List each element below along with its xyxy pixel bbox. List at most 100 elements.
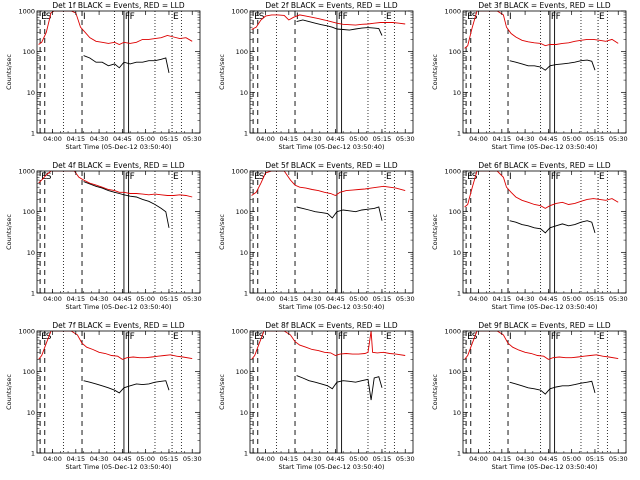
- detector-panel: Det 4f BLACK = Events, RED = LLD E S I F F E 1 1…: [0, 160, 213, 320]
- y-tick-label: 1: [31, 130, 35, 138]
- x-tick-label: 04:30: [90, 135, 109, 143]
- y-axis-label: Counts/sec: [218, 374, 226, 410]
- event-marker-label: I: [296, 12, 299, 22]
- x-tick-label: 05:30: [609, 295, 628, 303]
- detector-panel: Det 6f BLACK = Events, RED = LLD E S I F F E 1 1…: [426, 160, 639, 320]
- detector-panel: Det 2f BLACK = Events, RED = LLD E S I F F E 1 1…: [213, 0, 426, 160]
- x-tick-label: 04:30: [516, 295, 535, 303]
- event-marker-label: F: [130, 12, 135, 22]
- lld-series-line: [251, 14, 406, 30]
- event-marker-label: F: [125, 332, 130, 342]
- lld-series-line: [251, 171, 406, 197]
- event-marker-label: F: [343, 332, 348, 342]
- y-tick-label: 10: [453, 409, 461, 417]
- lld-series-line: [464, 331, 619, 360]
- chart-title: Det 4f BLACK = Events, RED = LLD: [52, 161, 185, 170]
- event-marker-label: E: [599, 332, 605, 342]
- event-marker-label: F: [125, 172, 130, 182]
- x-tick-label: 05:30: [396, 135, 415, 143]
- y-tick-label: 100: [23, 48, 35, 56]
- event-marker-label: I: [83, 12, 86, 22]
- y-tick-label: 10: [240, 249, 248, 257]
- y-tick-label: 100: [449, 208, 461, 216]
- x-tick-label: 05:15: [160, 295, 179, 303]
- event-marker-label: E: [173, 12, 179, 22]
- x-tick-label: 04:00: [43, 295, 62, 303]
- x-tick-label: 05:15: [373, 295, 392, 303]
- detector-panel: Det 9f BLACK = Events, RED = LLD E S I F F E 1 1…: [426, 320, 639, 480]
- events-series-line: [83, 181, 170, 228]
- x-tick-label: 05:15: [586, 455, 605, 463]
- chart-title: Det 2f BLACK = Events, RED = LLD: [265, 1, 398, 10]
- x-tick-label: 04:15: [492, 135, 511, 143]
- plot-frame: [249, 330, 414, 454]
- y-tick-label: 1000: [18, 8, 35, 16]
- x-tick-label: 04:30: [303, 295, 322, 303]
- event-marker-label: E: [173, 172, 179, 182]
- events-series-line: [296, 19, 383, 36]
- y-tick-label: 100: [449, 368, 461, 376]
- x-tick-label: 05:00: [562, 135, 581, 143]
- x-tick-label: 04:45: [113, 135, 132, 143]
- event-marker-label: E: [254, 332, 260, 342]
- event-marker-label: F: [125, 12, 130, 22]
- chart-title: Det 5f BLACK = Events, RED = LLD: [265, 161, 398, 170]
- chart-title: Det 7f BLACK = Events, RED = LLD: [52, 321, 185, 330]
- x-axis-label: Start Time (05-Dec-12 03:50:40): [278, 143, 384, 151]
- x-tick-label: 04:30: [303, 455, 322, 463]
- x-tick-label: 04:15: [492, 455, 511, 463]
- detector-panel: Det 5f BLACK = Events, RED = LLD E S I F F E 1 1…: [213, 160, 426, 320]
- event-marker-label: F: [343, 172, 348, 182]
- y-axis-label: Counts/sec: [5, 214, 13, 250]
- plot-frame: [462, 170, 627, 294]
- event-marker-label: I: [509, 12, 512, 22]
- x-tick-label: 05:30: [396, 295, 415, 303]
- y-tick-label: 1: [244, 290, 248, 298]
- x-tick-label: 05:30: [396, 455, 415, 463]
- chart-title: Det 1f BLACK = Events, RED = LLD: [52, 1, 185, 10]
- event-marker-label: S: [46, 12, 52, 22]
- detector-panel: Det 8f BLACK = Events, RED = LLD E S I F F E 1 1…: [213, 320, 426, 480]
- y-axis-label: Counts/sec: [431, 374, 439, 410]
- event-marker-label: F: [551, 172, 556, 182]
- y-tick-label: 10: [453, 249, 461, 257]
- lld-series-line: [38, 11, 193, 45]
- x-tick-label: 04:00: [43, 455, 62, 463]
- x-tick-label: 04:15: [279, 455, 298, 463]
- event-marker-label: E: [173, 332, 179, 342]
- y-axis-label: Counts/sec: [218, 54, 226, 90]
- detector-panel: Det 1f BLACK = Events, RED = LLD E S I F F E 1 1…: [0, 0, 213, 160]
- x-tick-label: 04:15: [279, 135, 298, 143]
- y-tick-label: 1000: [231, 168, 248, 176]
- x-tick-label: 04:00: [256, 295, 275, 303]
- event-marker-label: E: [41, 332, 47, 342]
- x-tick-label: 05:00: [136, 295, 155, 303]
- x-axis-label: Start Time (05-Dec-12 03:50:40): [491, 303, 597, 311]
- x-tick-label: 04:00: [256, 135, 275, 143]
- chart-title: Det 9f BLACK = Events, RED = LLD: [478, 321, 611, 330]
- events-series-line: [509, 59, 596, 71]
- event-marker-label: F: [338, 332, 343, 342]
- event-marker-label: S: [46, 172, 52, 182]
- x-tick-label: 04:30: [516, 455, 535, 463]
- event-marker-label: I: [296, 332, 299, 342]
- x-tick-label: 05:15: [160, 135, 179, 143]
- event-marker-label: S: [472, 172, 478, 182]
- event-marker-label: S: [259, 12, 265, 22]
- x-tick-label: 05:00: [349, 455, 368, 463]
- x-tick-label: 05:30: [609, 455, 628, 463]
- x-tick-label: 04:45: [326, 295, 345, 303]
- x-tick-label: 04:30: [90, 295, 109, 303]
- x-tick-label: 04:15: [492, 295, 511, 303]
- events-series-line: [296, 375, 383, 401]
- lld-series-line: [38, 331, 193, 360]
- x-tick-label: 04:15: [279, 295, 298, 303]
- event-marker-label: E: [599, 12, 605, 22]
- y-tick-label: 1: [244, 450, 248, 458]
